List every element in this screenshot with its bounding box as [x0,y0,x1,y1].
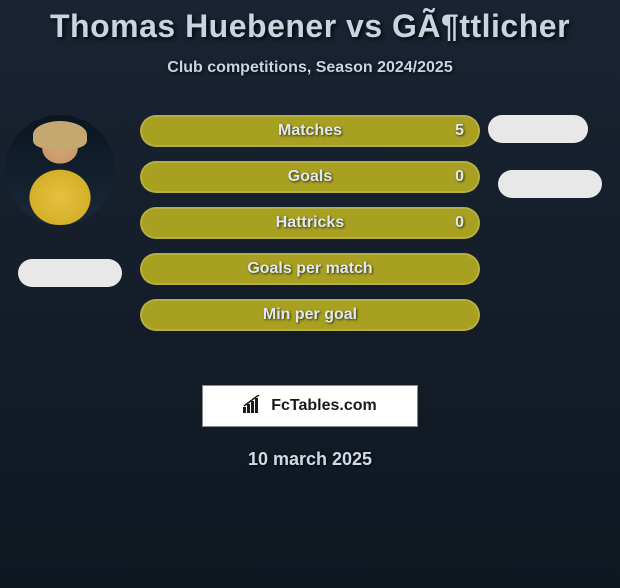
stat-bar-goals: Goals 0 [140,161,480,193]
stat-label: Goals [288,168,332,186]
stat-bar-min-per-goal: Min per goal [140,299,480,331]
player-avatar-left [5,115,115,225]
stat-bars: Matches 5 Goals 0 Hattricks 0 Goals per … [140,115,480,345]
footer-brand-text: FcTables.com [271,397,377,415]
footer-brand-badge: FcTables.com [202,385,418,427]
badge-left [18,259,122,287]
stat-value: 0 [455,168,464,186]
badge-right-2 [498,170,602,198]
bar-chart-icon [243,395,265,418]
comparison-panel: Matches 5 Goals 0 Hattricks 0 Goals per … [0,115,620,375]
stat-bar-matches: Matches 5 [140,115,480,147]
stat-value: 5 [455,122,464,140]
stat-value: 0 [455,214,464,232]
page-title: Thomas Huebener vs GÃ¶ttlicher [0,8,620,45]
badge-right-1 [488,115,588,143]
stat-bar-hattricks: Hattricks 0 [140,207,480,239]
stat-label: Matches [278,122,342,140]
stat-label: Goals per match [247,260,372,278]
subtitle: Club competitions, Season 2024/2025 [0,59,620,77]
stat-bar-goals-per-match: Goals per match [140,253,480,285]
date-label: 10 march 2025 [0,449,620,470]
stat-label: Hattricks [276,214,344,232]
avatar-placeholder-hair [33,121,87,149]
stat-label: Min per goal [263,306,357,324]
